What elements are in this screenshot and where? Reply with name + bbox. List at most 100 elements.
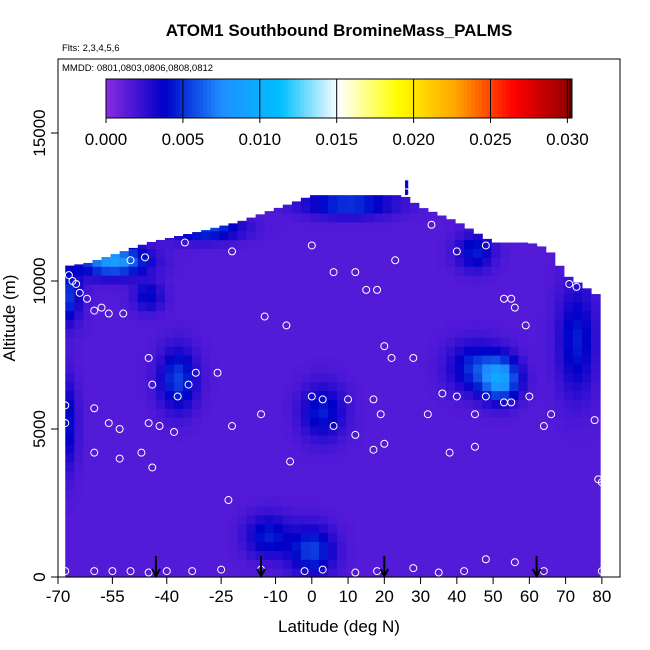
heatmap-cell	[491, 363, 501, 374]
heatmap-cell	[455, 346, 465, 356]
heatmap-cell	[309, 452, 320, 463]
heatmap-cell	[590, 328, 601, 338]
heatmap-cell	[264, 337, 275, 347]
heatmap-cell	[373, 257, 384, 267]
heatmap-cell	[391, 337, 402, 347]
heatmap-cell	[563, 559, 574, 569]
heatmap-cell	[128, 381, 139, 392]
colorbar-segment	[230, 79, 235, 118]
heatmap-cell	[382, 399, 393, 409]
heatmap-cell	[572, 372, 583, 383]
heatmap-cell	[246, 559, 257, 569]
heatmap-cell	[83, 355, 94, 365]
heatmap-cell	[355, 275, 365, 285]
heatmap-cell	[74, 479, 84, 489]
heatmap-cell	[355, 550, 365, 560]
heatmap-cell	[482, 408, 492, 418]
heatmap-cell	[128, 488, 139, 498]
observation-point	[572, 282, 581, 291]
heatmap-cell	[210, 452, 220, 463]
heatmap-cell	[445, 239, 456, 250]
observation-point	[318, 395, 327, 404]
heatmap-cell	[545, 292, 556, 303]
heatmap-cell	[273, 541, 284, 551]
heatmap-cell	[246, 417, 257, 427]
heatmap-cell	[110, 390, 121, 400]
heatmap-cell	[183, 355, 193, 365]
heatmap-cell	[201, 230, 211, 241]
heatmap-cell	[83, 470, 94, 480]
heatmap-cell	[228, 275, 239, 285]
heatmap-cell	[273, 532, 284, 543]
observation-point	[507, 398, 516, 407]
chart-title: ATOM1 Southbound BromineMass_PALMS	[166, 21, 513, 40]
heatmap-cell	[164, 257, 175, 267]
heatmap-cell	[355, 497, 365, 507]
heatmap-cell	[65, 452, 75, 463]
heatmap-cell	[536, 541, 547, 551]
heatmap-cell	[192, 381, 202, 392]
heatmap-cell	[183, 248, 193, 258]
heatmap-cell	[291, 355, 302, 365]
observation-point	[257, 410, 266, 419]
heatmap-cell	[164, 541, 175, 551]
heatmap-cell	[373, 212, 384, 223]
observation-point	[427, 220, 436, 229]
heatmap	[65, 180, 601, 578]
heatmap-cell	[164, 523, 175, 534]
heatmap-cell	[83, 417, 94, 427]
heatmap-cell	[527, 523, 538, 534]
heatmap-cell	[491, 452, 501, 463]
colorbar-segment	[467, 79, 472, 118]
heatmap-cell	[92, 408, 103, 418]
heatmap-cell	[409, 328, 420, 338]
heatmap-cell	[400, 301, 411, 312]
heatmap-cell	[164, 337, 175, 347]
heatmap-cell	[500, 568, 511, 578]
heatmap-cell	[563, 301, 574, 312]
heatmap-cell	[328, 417, 338, 427]
heatmap-cell	[201, 523, 211, 534]
heatmap-cell	[328, 523, 338, 534]
heatmap-cell	[137, 523, 148, 534]
heatmap-cell	[328, 390, 338, 400]
heatmap-cell	[255, 266, 266, 276]
heatmap-cell	[164, 275, 175, 285]
heatmap-cell	[300, 541, 311, 551]
heatmap-cell	[427, 283, 438, 294]
heatmap-cell	[282, 310, 293, 321]
heatmap-cell	[219, 505, 230, 516]
heatmap-cell	[554, 426, 565, 436]
heatmap-cell	[527, 283, 538, 294]
heatmap-cell	[183, 381, 193, 392]
heatmap-cell	[436, 239, 447, 250]
heatmap-cell	[201, 479, 211, 489]
heatmap-cell	[455, 381, 465, 392]
heatmap-cell	[364, 488, 375, 498]
heatmap-cell	[346, 204, 356, 214]
heatmap-cell	[500, 541, 511, 551]
colorbar-segment	[533, 79, 538, 118]
heatmap-cell	[527, 266, 538, 276]
heatmap-cell	[355, 461, 365, 472]
heatmap-cell	[400, 196, 411, 205]
observation-point	[144, 353, 153, 362]
heatmap-cell	[273, 319, 284, 329]
heatmap-cell	[201, 532, 211, 543]
heatmap-cell	[563, 479, 574, 489]
heatmap-cell	[146, 241, 157, 250]
colorbar-segment	[261, 79, 266, 118]
heatmap-cell	[364, 479, 375, 489]
heatmap-cell	[282, 399, 293, 409]
heatmap-cell	[219, 532, 230, 543]
heatmap-cell	[146, 523, 157, 534]
heatmap-cell	[128, 355, 139, 365]
heatmap-cell	[545, 252, 556, 258]
heatmap-cell	[409, 266, 420, 276]
heatmap-cell	[300, 461, 311, 472]
heatmap-cell	[445, 230, 456, 241]
heatmap-cell	[382, 337, 393, 347]
heatmap-cell	[382, 523, 393, 534]
heatmap-cell	[74, 301, 84, 312]
heatmap-cell	[554, 559, 565, 569]
